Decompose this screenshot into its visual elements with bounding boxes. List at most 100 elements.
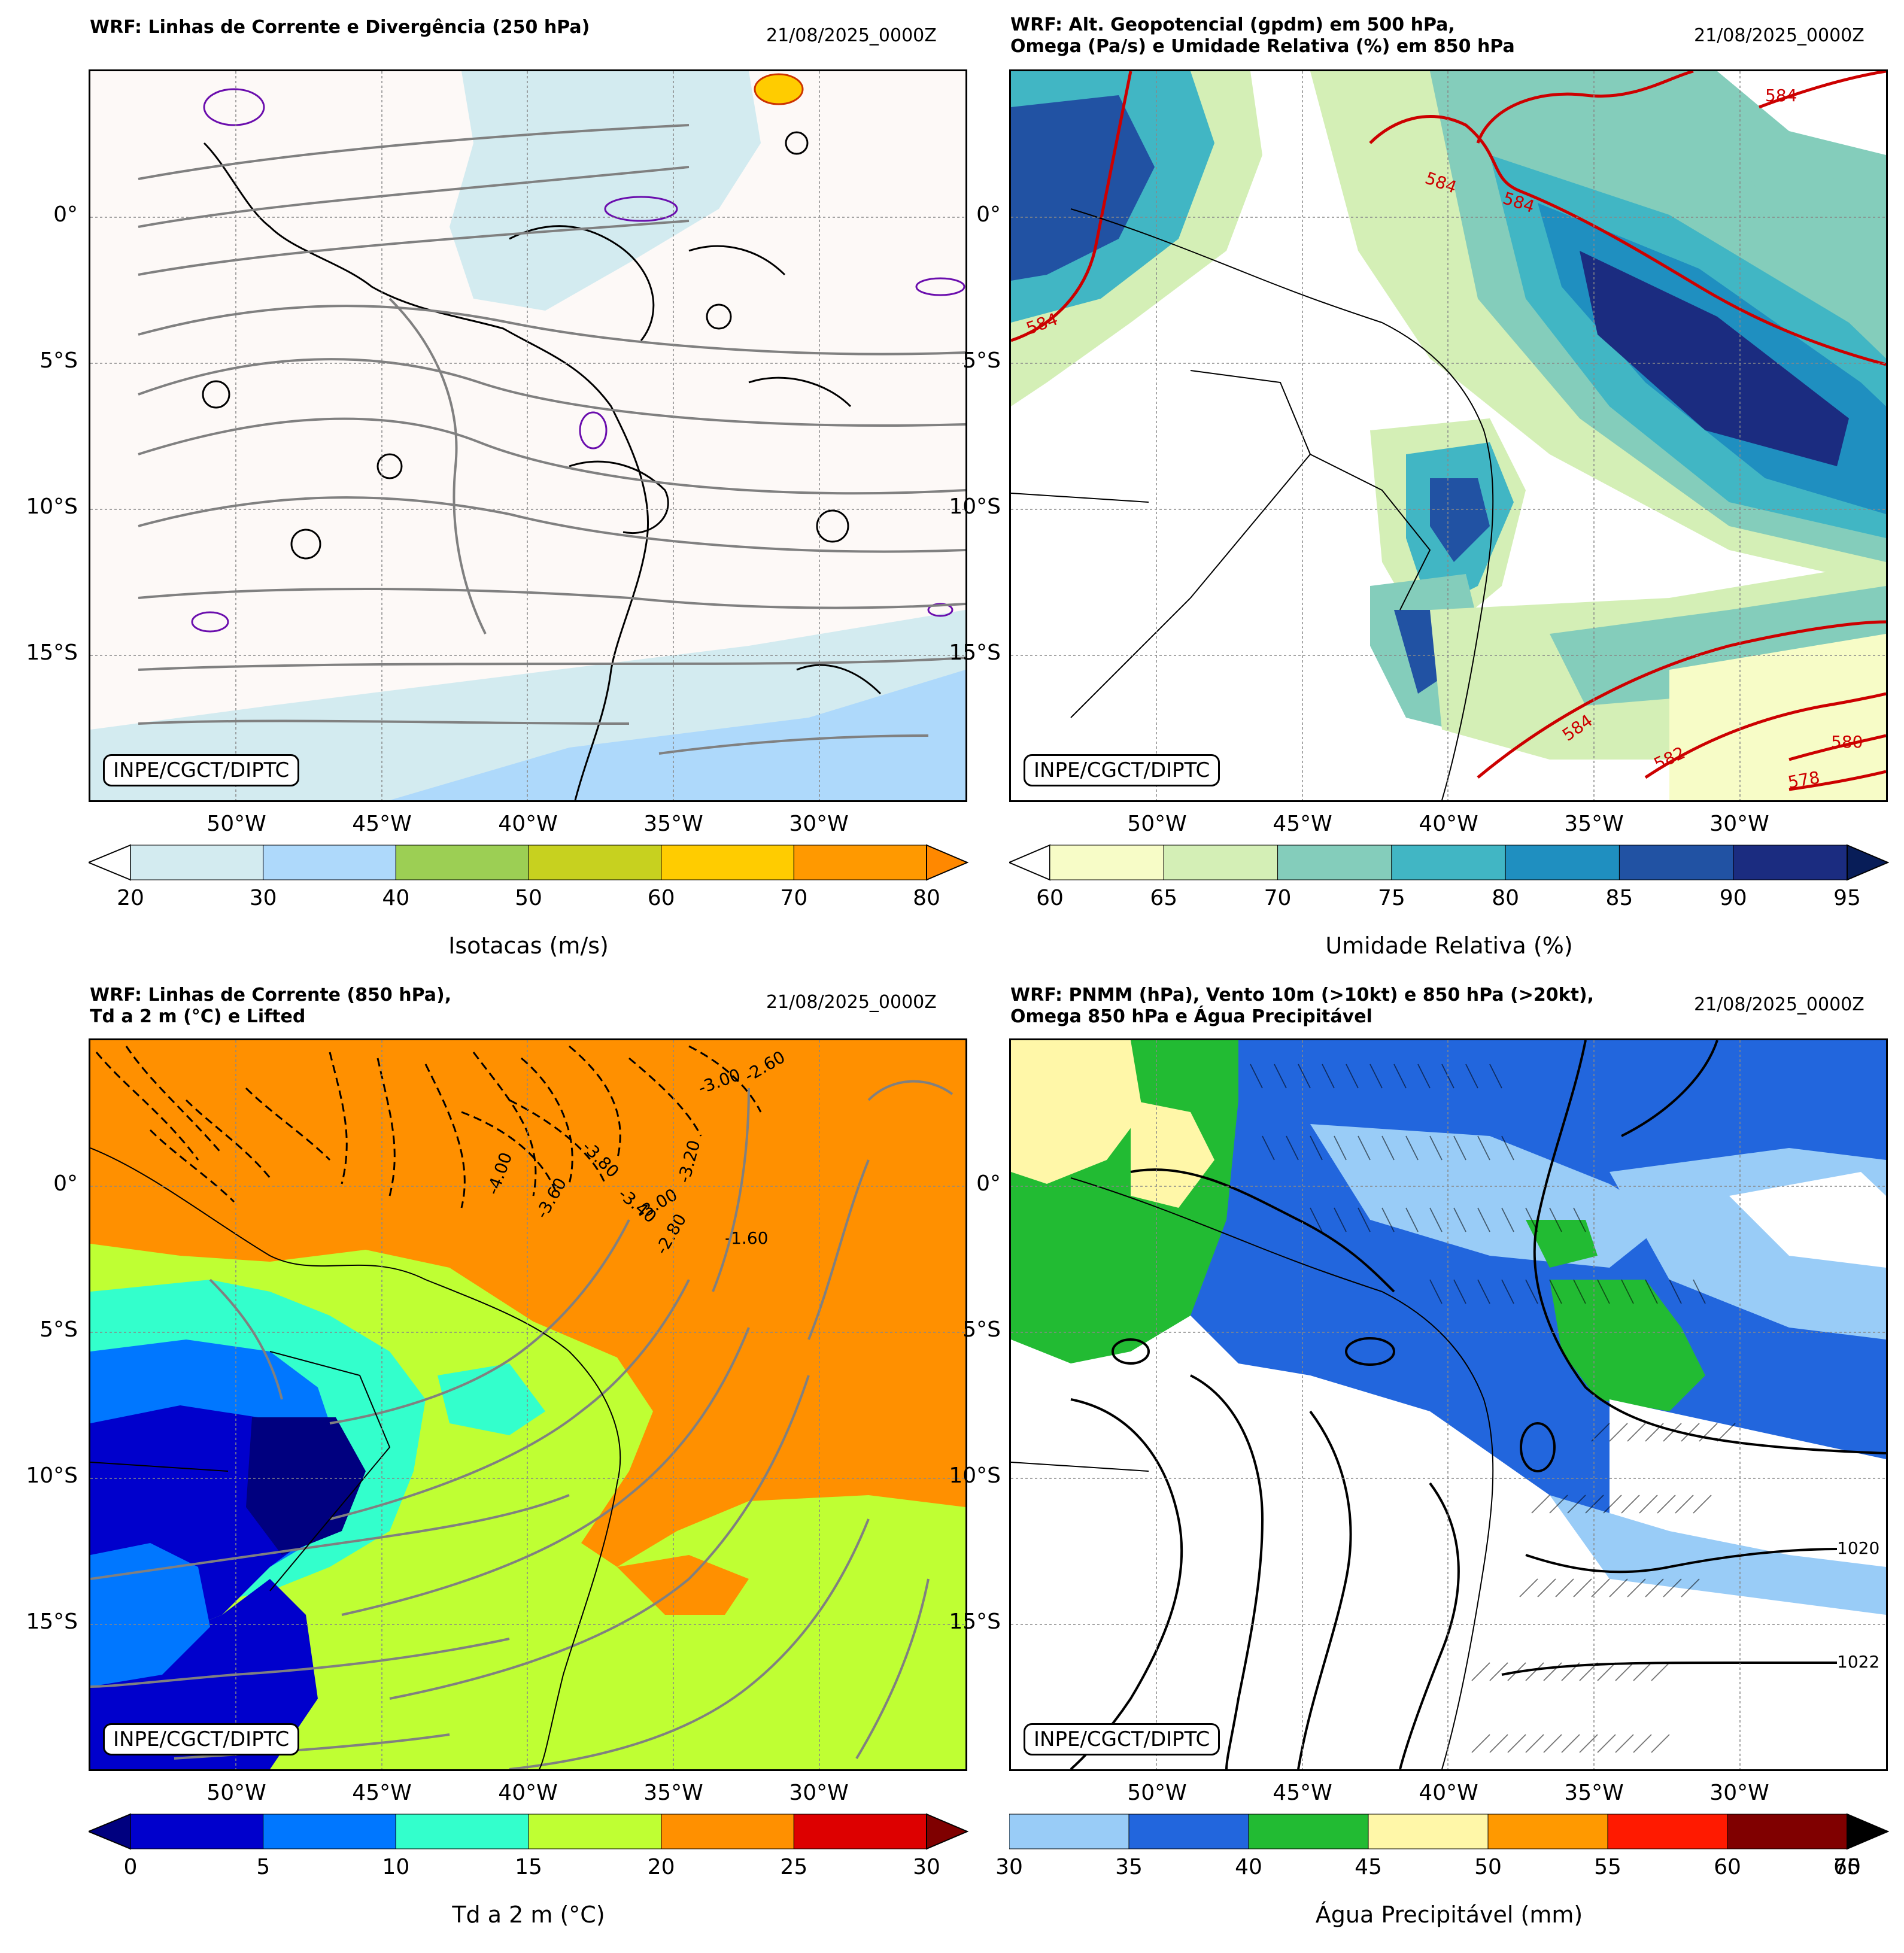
colorbar-tick-label: 40 xyxy=(382,886,410,910)
lon-label: 40°W xyxy=(498,1781,558,1805)
panel-streamlines-850hpa: WRF: Linhas de Corrente (850 hPa), Td a 2… xyxy=(0,976,969,1952)
colorbar-segment xyxy=(1487,1814,1608,1849)
colorbar-extend-high xyxy=(1847,844,1890,881)
colorbar-tick-label: 20 xyxy=(117,886,144,910)
lon-label: 50°W xyxy=(1127,812,1187,836)
colorbar-tick-label: 45 xyxy=(1355,1855,1382,1879)
colorbar-tick-label: 5 xyxy=(256,1855,271,1879)
lon-label: 40°W xyxy=(1419,812,1478,836)
contour-label: 1020 xyxy=(1837,1538,1879,1558)
lat-label: 15°S xyxy=(949,1609,1001,1634)
colorbar-segment xyxy=(661,845,794,880)
colorbar-tick-label: 85 xyxy=(1605,886,1633,910)
colorbar-segment xyxy=(1128,1814,1249,1849)
colorbar-extend-low xyxy=(87,844,131,881)
panel-geopotential-500hpa: WRF: Alt. Geopotencial (gpdm) em 500 hPa… xyxy=(949,0,1903,976)
colorbar-tick-label: 95 xyxy=(1833,886,1861,910)
lat-label: 10°S xyxy=(949,494,1001,519)
map-area: 1020 1022 xyxy=(1009,1038,1888,1771)
lon-label: 45°W xyxy=(352,1781,412,1805)
lon-label: 30°W xyxy=(1709,1781,1769,1805)
colorbar-tick-label: 30 xyxy=(249,886,277,910)
panel-streamlines-250hpa: WRF: Linhas de Corrente e Divergência (2… xyxy=(0,0,969,976)
lon-label: 30°W xyxy=(1709,812,1769,836)
lat-label: 5°S xyxy=(40,348,78,373)
colorbar-extend-high xyxy=(926,1813,969,1850)
lon-label: 50°W xyxy=(207,812,266,836)
colorbar-segment xyxy=(1277,845,1392,880)
colorbar-segment xyxy=(395,845,529,880)
colorbar-extend-low xyxy=(1007,844,1050,881)
credit-label: INPE/CGCT/DIPTC xyxy=(1024,1723,1220,1755)
map-area xyxy=(89,69,967,802)
colorbar-segment xyxy=(130,845,264,880)
colorbar-tick-label: 75 xyxy=(1377,886,1405,910)
colorbar xyxy=(87,1813,969,1852)
panel-datetime: 21/08/2025_0000Z xyxy=(1694,994,1864,1015)
colorbar-tick-label: 80 xyxy=(913,886,940,910)
colorbar-segment xyxy=(793,1814,927,1849)
lat-label: 15°S xyxy=(26,640,78,665)
credit-label: INPE/CGCT/DIPTC xyxy=(103,1723,300,1755)
colorbar-segment xyxy=(528,845,662,880)
colorbar-tick-label: 30 xyxy=(995,1855,1023,1879)
contour-label: 580 xyxy=(1831,732,1863,752)
lon-label: 45°W xyxy=(1273,1781,1332,1805)
panel-pnmm-precipitable-water: WRF: PNMM (hPa), Vento 10m (>10kt) e 850… xyxy=(949,976,1903,1952)
colorbar-segment xyxy=(263,1814,396,1849)
lat-label: 0° xyxy=(976,1171,1001,1196)
colorbar-segment xyxy=(1248,1814,1369,1849)
lat-label: 0° xyxy=(53,1171,78,1196)
colorbar-tick-label: 35 xyxy=(1115,1855,1143,1879)
colorbar-tick-label: 65 xyxy=(1833,1855,1861,1879)
colorbar-tick-label: 80 xyxy=(1492,886,1520,910)
colorbar-tick-label: 60 xyxy=(1036,886,1064,910)
colorbar-tick-label: 20 xyxy=(647,1855,675,1879)
colorbar-tick-label: 10 xyxy=(382,1855,410,1879)
colorbar-tick-label: 0 xyxy=(123,1855,138,1879)
colorbar-tick-label: 50 xyxy=(515,886,542,910)
lon-label: 35°W xyxy=(643,1781,703,1805)
lat-label: 5°S xyxy=(962,1317,1001,1342)
colorbar-segment xyxy=(793,845,927,880)
colorbar-segment xyxy=(528,1814,662,1849)
colorbar-tick-label: 55 xyxy=(1594,1855,1621,1879)
panel-datetime: 21/08/2025_0000Z xyxy=(1694,25,1864,46)
lon-label: 50°W xyxy=(207,1781,266,1805)
colorbar-label: Umidade Relativa (%) xyxy=(1325,933,1573,959)
lon-label: 40°W xyxy=(498,812,558,836)
lat-label: 10°S xyxy=(949,1463,1001,1488)
colorbar-tick-label: 70 xyxy=(1264,886,1292,910)
lon-label: 45°W xyxy=(352,812,412,836)
panel-title: WRF: PNMM (hPa), Vento 10m (>10kt) e 850… xyxy=(1010,985,1595,1027)
lat-label: 5°S xyxy=(40,1317,78,1342)
panel-datetime: 21/08/2025_0000Z xyxy=(766,25,937,46)
map-area: 584 584 584 584 584 582 580 578 xyxy=(1009,69,1888,802)
colorbar-tick-label: 50 xyxy=(1474,1855,1502,1879)
colorbar-tick-label: 90 xyxy=(1719,886,1747,910)
colorbar-tick-label: 60 xyxy=(647,886,675,910)
colorbar-segment xyxy=(130,1814,264,1849)
colorbar xyxy=(1009,1813,1890,1852)
colorbar-label: Td a 2 m (°C) xyxy=(452,1902,605,1928)
lon-label: 45°W xyxy=(1273,812,1332,836)
lat-label: 10°S xyxy=(26,1463,78,1488)
panel-title: WRF: Alt. Geopotencial (gpdm) em 500 hPa… xyxy=(1010,14,1515,57)
colorbar-segment xyxy=(1163,845,1279,880)
colorbar-segment xyxy=(1009,1814,1129,1849)
colorbar-tick-label: 25 xyxy=(780,1855,808,1879)
colorbar xyxy=(87,844,969,883)
colorbar-segment xyxy=(263,845,396,880)
lat-label: 10°S xyxy=(26,494,78,519)
contour-label: 1022 xyxy=(1837,1652,1879,1672)
lon-label: 35°W xyxy=(1564,812,1624,836)
colorbar-tick-label: 60 xyxy=(1714,1855,1741,1879)
credit-label: INPE/CGCT/DIPTC xyxy=(103,754,300,786)
lon-label: 35°W xyxy=(1564,1781,1624,1805)
lat-label: 0° xyxy=(976,202,1001,227)
panel-title: WRF: Linhas de Corrente e Divergência (2… xyxy=(90,17,590,38)
panel-title: WRF: Linhas de Corrente (850 hPa), Td a 2… xyxy=(90,985,452,1027)
colorbar-segment xyxy=(1049,845,1164,880)
colorbar-tick-label: 30 xyxy=(913,1855,940,1879)
lon-label: 35°W xyxy=(643,812,703,836)
